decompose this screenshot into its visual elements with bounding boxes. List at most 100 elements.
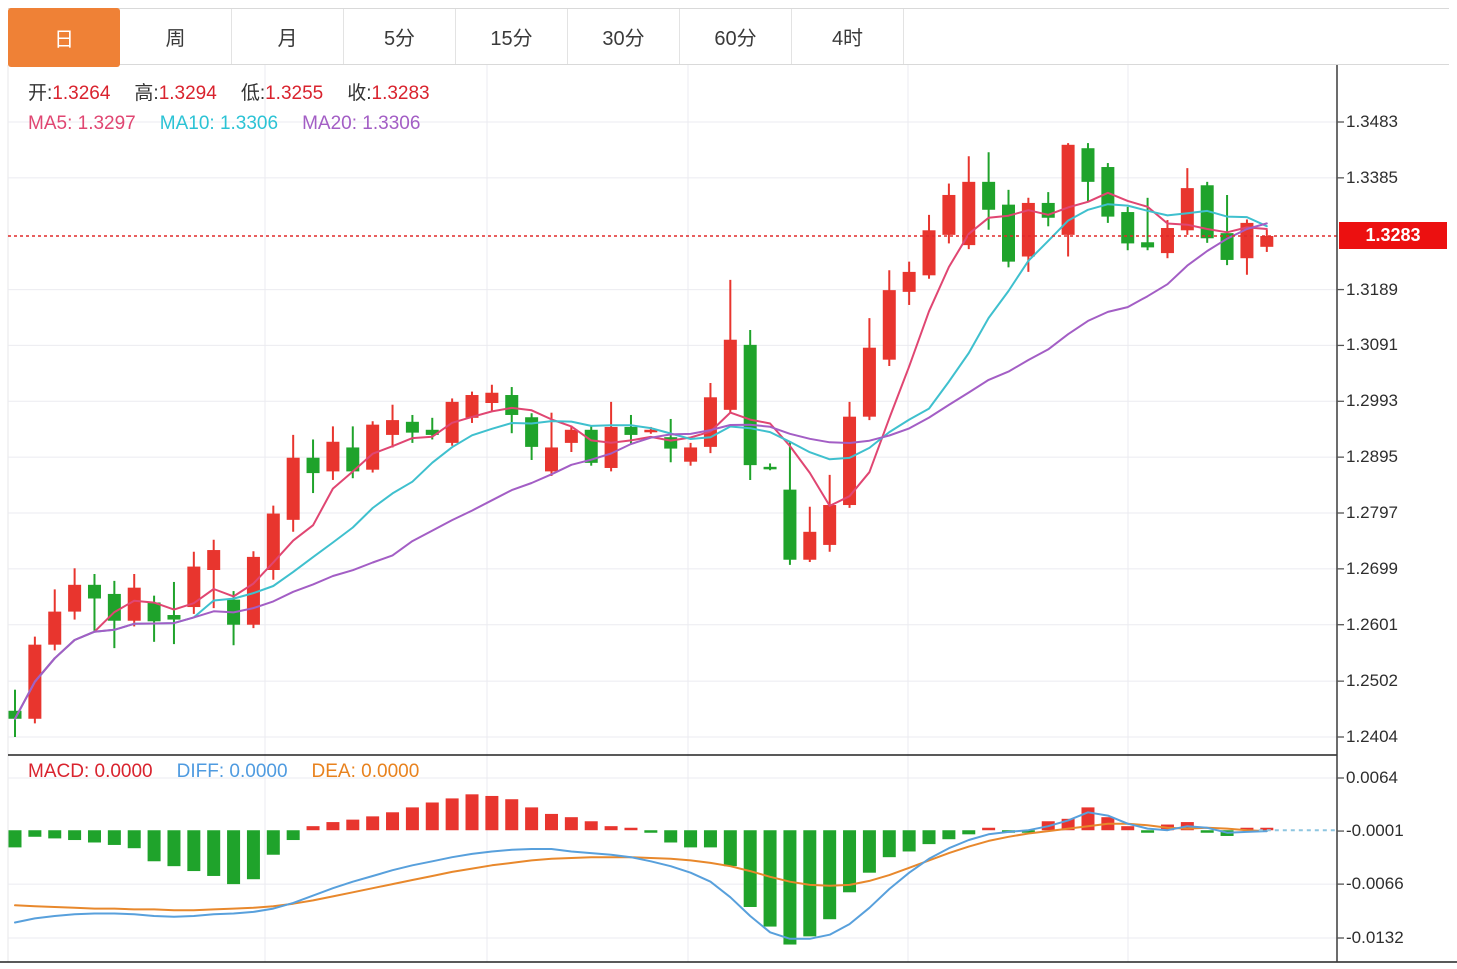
candle-body (922, 230, 936, 276)
macd-bar (326, 822, 340, 831)
candle-body (326, 441, 340, 472)
candle (346, 426, 360, 479)
candle-body (1180, 188, 1194, 231)
legend-ma10: MA10: 1.3306 (160, 113, 278, 134)
ohlc-close-value: 1.3283 (371, 83, 430, 104)
legend-ma5: MA5: 1.3297 (28, 113, 136, 134)
candle-body (425, 429, 439, 435)
macd-bar (624, 827, 638, 831)
candle-body (564, 429, 578, 443)
legend-dea-value: 0.0000 (361, 761, 420, 782)
macd-bar (1121, 826, 1135, 831)
macd-bar (644, 830, 658, 833)
macd-tick-label: 0.0064 (1346, 768, 1398, 787)
candle (723, 279, 737, 414)
tab-week[interactable]: 周 (120, 9, 232, 64)
candle-body (664, 437, 678, 449)
macd-bar (346, 819, 360, 831)
macd-bar (87, 830, 101, 843)
candle (882, 270, 896, 366)
macd-bar (684, 830, 698, 848)
ohlc-legend: 开:1.3264 高:1.3294 低:1.3255 收:1.3283 (28, 83, 454, 105)
macd-tick-label: -0.0066 (1346, 874, 1404, 894)
macd-bar (246, 830, 260, 880)
tab-4hour[interactable]: 4时 (792, 9, 904, 64)
candle (1061, 143, 1075, 257)
macd-bar (207, 830, 221, 876)
macd-bar (147, 830, 161, 862)
macd-bar (922, 830, 936, 845)
candle (485, 384, 499, 412)
candle-body (624, 426, 638, 435)
macd-bar (544, 813, 558, 831)
macd-bar (445, 798, 459, 831)
candle (743, 330, 757, 480)
ohlc-low: 低:1.3255 (241, 83, 323, 104)
candle (366, 421, 380, 473)
candle-body (306, 457, 320, 474)
candle (703, 383, 717, 454)
candle-body (1121, 212, 1135, 244)
legend-diff-value: 0.0000 (229, 761, 288, 782)
candle-body (127, 587, 141, 621)
candle-body (843, 416, 857, 506)
legend-macd-label: MACD: (28, 761, 95, 782)
tab-5min[interactable]: 5分 (344, 9, 456, 64)
candle-body (48, 611, 62, 645)
candle (326, 426, 340, 480)
candle (107, 580, 121, 649)
candle-body (823, 505, 837, 545)
candle-body (763, 466, 777, 470)
candle-body (723, 339, 737, 410)
candle (684, 442, 698, 466)
candle (48, 589, 62, 651)
candle (763, 463, 777, 471)
legend-ma10-label: MA10: (159, 113, 220, 134)
ohlc-low-label: 低: (240, 83, 266, 104)
macd-bar (8, 830, 22, 848)
candle (564, 425, 578, 453)
candle (1002, 189, 1015, 268)
candle (386, 404, 400, 448)
macd-bar (902, 830, 916, 852)
macd-bar (405, 807, 419, 831)
tab-month[interactable]: 月 (232, 9, 344, 64)
macd-tick-label: -0.0132 (1346, 928, 1404, 947)
tab-15min[interactable]: 15分 (456, 9, 568, 64)
current-price-badge: 1.3283 (1339, 222, 1447, 250)
price-tick-label: 1.2993 (1346, 391, 1398, 411)
macd-bar (1061, 818, 1075, 831)
candle-body (544, 447, 558, 472)
macd-bar (882, 830, 896, 858)
candle-body (207, 550, 221, 570)
candle (1041, 192, 1055, 227)
candle (1121, 206, 1135, 251)
candle (823, 474, 837, 552)
tab-60min[interactable]: 60分 (680, 9, 792, 64)
legend-diff: DIFF: 0.0000 (177, 761, 288, 782)
candle-body (644, 429, 658, 433)
ma5-line (14, 191, 1268, 720)
candle-body (346, 447, 360, 472)
macd-bar (167, 830, 181, 867)
tab-day[interactable]: 日 (8, 8, 120, 67)
candle-body (405, 421, 419, 433)
macd-bar (783, 830, 797, 945)
price-tick-label: 1.2895 (1346, 447, 1398, 467)
candle-body (684, 447, 698, 462)
macd-bar (703, 830, 717, 848)
ohlc-close-label: 收: (347, 83, 372, 104)
tab-30min[interactable]: 30分 (568, 9, 680, 64)
candle-body (803, 531, 817, 560)
legend-diff-label: DIFF: (176, 761, 230, 782)
candle-body (1002, 204, 1015, 262)
candle-body (1260, 235, 1274, 247)
legend-dea: DEA: 0.0000 (312, 761, 420, 782)
legend-ma10-value: 1.3306 (219, 113, 279, 134)
macd-bar (743, 830, 757, 907)
macd-bar (505, 799, 519, 831)
macd-bar (942, 830, 956, 840)
candle (862, 318, 876, 421)
macd-bar (525, 807, 539, 831)
